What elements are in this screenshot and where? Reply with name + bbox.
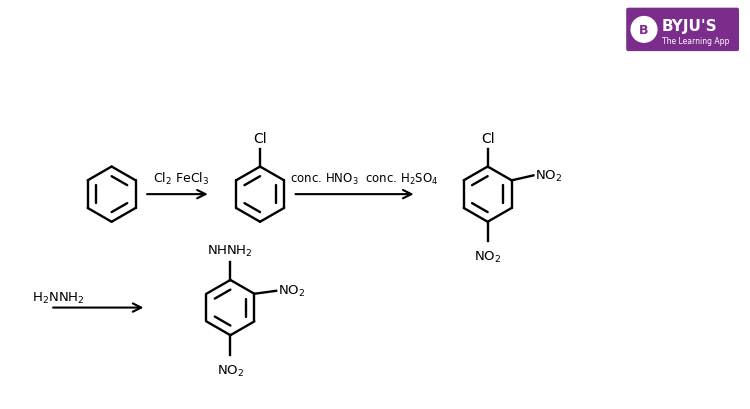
Text: Cl$_2$ FeCl$_3$: Cl$_2$ FeCl$_3$ xyxy=(153,171,209,187)
Text: NO$_2$: NO$_2$ xyxy=(474,250,501,265)
Circle shape xyxy=(632,18,657,43)
FancyBboxPatch shape xyxy=(626,9,739,52)
Text: NO$_2$: NO$_2$ xyxy=(278,283,305,299)
Text: The Learning App: The Learning App xyxy=(662,37,729,46)
Text: NHNH$_2$: NHNH$_2$ xyxy=(208,243,254,258)
Text: B: B xyxy=(639,24,649,37)
Text: Cl: Cl xyxy=(254,131,267,146)
Text: NO$_2$: NO$_2$ xyxy=(536,169,562,184)
Text: conc. HNO$_3$  conc. H$_2$SO$_4$: conc. HNO$_3$ conc. H$_2$SO$_4$ xyxy=(290,172,438,187)
Text: H$_2$NNH$_2$: H$_2$NNH$_2$ xyxy=(32,290,85,305)
Text: NO$_2$: NO$_2$ xyxy=(217,363,244,378)
Text: BYJU'S: BYJU'S xyxy=(662,19,718,34)
Text: Cl: Cl xyxy=(481,131,494,146)
